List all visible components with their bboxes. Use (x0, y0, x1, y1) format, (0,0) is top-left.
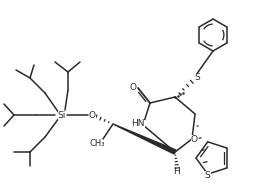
Text: S: S (205, 171, 211, 180)
Text: Si: Si (58, 111, 66, 119)
Text: CH₃: CH₃ (89, 138, 105, 147)
Text: H: H (174, 167, 180, 176)
Text: HN: HN (131, 119, 145, 128)
Polygon shape (113, 124, 176, 154)
Text: O: O (191, 135, 198, 143)
Text: O: O (89, 111, 96, 119)
Text: S: S (194, 74, 200, 83)
Text: O: O (130, 83, 136, 92)
